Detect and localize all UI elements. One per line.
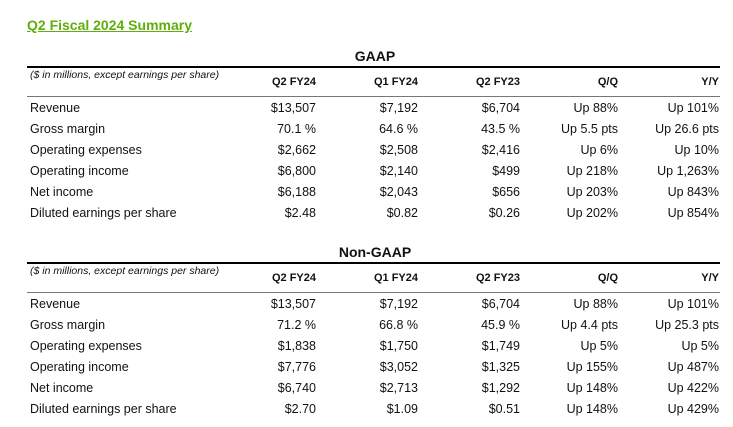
header-rule bbox=[27, 292, 720, 293]
cell-value: Up 5% bbox=[681, 339, 719, 353]
cell-value: Up 854% bbox=[667, 206, 719, 220]
cell-value: Up 202% bbox=[566, 206, 618, 220]
cell-value: Up 429% bbox=[667, 402, 719, 416]
cell-value: $2,508 bbox=[379, 143, 418, 157]
column-header: Y/Y bbox=[701, 272, 719, 284]
cell-value: Up 88% bbox=[573, 297, 618, 311]
cell-value: Up 5.5 pts bbox=[561, 122, 618, 136]
cell-value: 70.1 % bbox=[277, 122, 316, 136]
cell-value: $1,749 bbox=[481, 339, 520, 353]
cell-value: $2,662 bbox=[277, 143, 316, 157]
cell-value: $7,192 bbox=[379, 101, 418, 115]
cell-value: $6,704 bbox=[481, 297, 520, 311]
row-label: Gross margin bbox=[30, 318, 106, 332]
cell-value: $7,192 bbox=[379, 297, 418, 311]
cell-value: Up 218% bbox=[566, 164, 618, 178]
cell-value: Up 26.6 pts bbox=[655, 122, 719, 136]
header-rule bbox=[27, 96, 720, 97]
cell-value: $1,750 bbox=[379, 339, 418, 353]
section-heading: GAAP bbox=[354, 48, 396, 64]
cell-value: $13,507 bbox=[270, 101, 316, 115]
title: Q2 Fiscal 2024 Summary bbox=[27, 17, 192, 33]
cell-value: $2,043 bbox=[379, 185, 418, 199]
cell-value: Up 1,263% bbox=[657, 164, 719, 178]
row-label: Revenue bbox=[30, 297, 81, 311]
cell-value: Up 155% bbox=[566, 360, 618, 374]
cell-value: Up 843% bbox=[667, 185, 719, 199]
row-label: Operating income bbox=[30, 360, 129, 374]
cell-value: Up 148% bbox=[566, 402, 618, 416]
cell-value: $2,416 bbox=[481, 143, 520, 157]
cell-value: $6,740 bbox=[277, 381, 316, 395]
cell-value: $1,325 bbox=[481, 360, 520, 374]
cell-value: $3,052 bbox=[379, 360, 418, 374]
cell-value: $13,507 bbox=[270, 297, 316, 311]
row-label: Net income bbox=[30, 185, 94, 199]
cell-value: $0.51 bbox=[488, 402, 520, 416]
row-label: Revenue bbox=[30, 101, 81, 115]
cell-value: 43.5 % bbox=[481, 122, 520, 136]
cell-value: Up 10% bbox=[674, 143, 719, 157]
cell-value: 71.2 % bbox=[277, 318, 316, 332]
cell-value: $1,838 bbox=[277, 339, 316, 353]
row-label: Operating expenses bbox=[30, 143, 142, 157]
cell-value: $656 bbox=[492, 185, 520, 199]
row-label: Diluted earnings per share bbox=[30, 402, 177, 416]
cell-value: 45.9 % bbox=[481, 318, 520, 332]
cell-value: Up 203% bbox=[566, 185, 618, 199]
cell-value: 64.6 % bbox=[379, 122, 418, 136]
cell-value: $499 bbox=[492, 164, 520, 178]
column-header: Q1 FY24 bbox=[373, 272, 418, 284]
cell-value: $1,292 bbox=[481, 381, 520, 395]
cell-value: Up 6% bbox=[580, 143, 618, 157]
cell-value: Up 25.3 pts bbox=[655, 318, 719, 332]
section-heading: Non-GAAP bbox=[338, 244, 412, 260]
cell-value: Up 101% bbox=[667, 297, 719, 311]
column-header: Q2 FY23 bbox=[475, 272, 520, 284]
cell-value: $6,800 bbox=[277, 164, 316, 178]
cell-value: Up 487% bbox=[667, 360, 719, 374]
row-label: Operating income bbox=[30, 164, 129, 178]
column-header: Y/Y bbox=[701, 76, 719, 88]
column-header: Q1 FY24 bbox=[373, 76, 418, 88]
cell-value: $2.48 bbox=[284, 206, 316, 220]
cell-value: $7,776 bbox=[277, 360, 316, 374]
cell-value: 66.8 % bbox=[379, 318, 418, 332]
cell-value: $1.09 bbox=[386, 402, 418, 416]
heading-rule bbox=[27, 262, 720, 264]
heading-rule bbox=[27, 66, 720, 68]
cell-value: $2.70 bbox=[284, 402, 316, 416]
row-label: Diluted earnings per share bbox=[30, 206, 177, 220]
row-label: Gross margin bbox=[30, 122, 106, 136]
cell-value: $0.82 bbox=[386, 206, 418, 220]
cell-value: Up 422% bbox=[667, 381, 719, 395]
row-label: Net income bbox=[30, 381, 94, 395]
cell-value: Up 5% bbox=[580, 339, 618, 353]
cell-value: Up 88% bbox=[573, 101, 618, 115]
column-note: ($ in millions, except earnings per shar… bbox=[30, 69, 220, 81]
column-header: Q/Q bbox=[597, 76, 618, 88]
cell-value: Up 148% bbox=[566, 381, 618, 395]
cell-value: $2,713 bbox=[379, 381, 418, 395]
cell-value: $6,704 bbox=[481, 101, 520, 115]
cell-value: $6,188 bbox=[277, 185, 316, 199]
column-header: Q2 FY23 bbox=[475, 76, 520, 88]
cell-value: $2,140 bbox=[379, 164, 418, 178]
column-header: Q2 FY24 bbox=[271, 272, 316, 284]
cell-value: $0.26 bbox=[488, 206, 520, 220]
column-header: Q2 FY24 bbox=[271, 76, 316, 88]
row-label: Operating expenses bbox=[30, 339, 142, 353]
cell-value: Up 101% bbox=[667, 101, 719, 115]
column-note: ($ in millions, except earnings per shar… bbox=[30, 265, 220, 277]
cell-value: Up 4.4 pts bbox=[561, 318, 618, 332]
column-header: Q/Q bbox=[597, 272, 618, 284]
